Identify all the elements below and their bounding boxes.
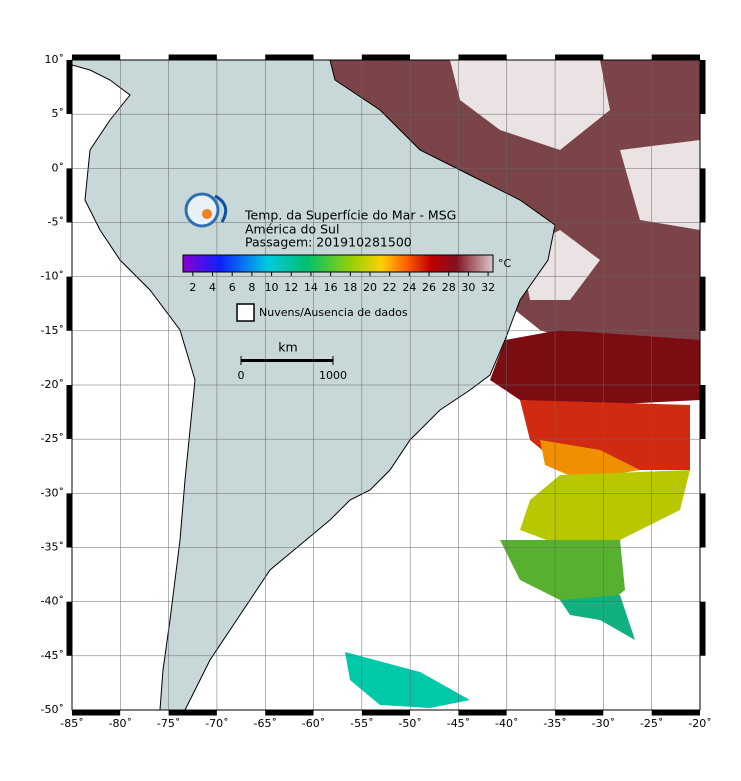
colorbar-tick-label: 24 (402, 281, 416, 294)
sst-warm (330, 60, 700, 350)
scale-label: 0 (238, 369, 245, 382)
y-tick-label: -15˚ (41, 324, 64, 337)
x-tick-label: -30˚ (592, 717, 615, 730)
colorbar-tick-label: 28 (442, 281, 456, 294)
colorbar-tick-label: 32 (481, 281, 495, 294)
region: América do Sul (245, 222, 339, 237)
y-tick-label: -30˚ (41, 486, 64, 499)
graticule (72, 60, 700, 710)
x-tick-label: -80˚ (109, 717, 132, 730)
scale-unit: km (278, 340, 297, 355)
colorbar-tick-label: 8 (248, 281, 255, 294)
colorbar-unit: °C (498, 257, 512, 270)
x-tick-label: -55˚ (350, 717, 373, 730)
title: Temp. da Superfície do Mar - MSG (244, 208, 456, 223)
y-tick-label: -40˚ (41, 595, 64, 608)
map-area (72, 60, 700, 710)
x-tick-label: -40˚ (495, 717, 518, 730)
legend-label: Nuvens/Ausencia de dados (259, 306, 408, 319)
sst-orange (540, 440, 640, 480)
colorbar-tick-label: 20 (363, 281, 377, 294)
y-tick-label: -50˚ (41, 703, 64, 716)
x-tick-label: -45˚ (447, 717, 470, 730)
x-tick-label: -60˚ (302, 717, 325, 730)
y-tick-label: 10˚ (45, 53, 65, 66)
scale-label: 1000 (319, 369, 347, 382)
colorbar-tick-label: 14 (304, 281, 318, 294)
y-tick-label: -5˚ (48, 216, 64, 229)
sst-yellow (520, 470, 690, 545)
sst-teal (560, 595, 635, 640)
x-tick-label: -65˚ (253, 717, 276, 730)
sst-green (500, 540, 625, 610)
y-tick-label: -10˚ (41, 270, 64, 283)
sst-cyan (345, 652, 470, 708)
legend-swatch (236, 303, 255, 322)
x-tick-label: -75˚ (157, 717, 180, 730)
colorbar-tick-label: 4 (209, 281, 216, 294)
y-tick-label: 0˚ (52, 161, 65, 174)
colorbar-tick-label: 22 (383, 281, 397, 294)
pass-time: Passagem: 201910281500 (245, 235, 412, 250)
y-tick-label: 5˚ (52, 107, 65, 120)
x-tick-label: -85˚ (60, 717, 83, 730)
x-tick-label: -20˚ (688, 717, 711, 730)
y-tick-label: -45˚ (41, 649, 64, 662)
sst-cloud (450, 60, 700, 300)
x-tick-label: -50˚ (398, 717, 421, 730)
colorbar-tick-label: 6 (229, 281, 236, 294)
scale-bar-body (241, 359, 333, 362)
x-tick-label: -35˚ (543, 717, 566, 730)
y-tick-label: -20˚ (41, 378, 64, 391)
y-tick-label: -35˚ (41, 541, 64, 554)
colorbar-tick-label: 12 (284, 281, 298, 294)
map-frame (71, 59, 701, 711)
y-tick-label: -25˚ (41, 432, 64, 445)
colorbar (182, 254, 494, 273)
scale-bar: 0 1000 (238, 356, 347, 382)
colorbar-tick-label: 26 (422, 281, 436, 294)
x-tick-label: -25˚ (640, 717, 663, 730)
sst-maroon (490, 330, 700, 405)
colorbar-tick-label: 30 (461, 281, 475, 294)
inpe-logo (184, 192, 228, 228)
colorbar-tick-label: 10 (265, 281, 279, 294)
colorbar-tick-label: 2 (189, 281, 196, 294)
x-tick-label: -70˚ (205, 717, 228, 730)
colorbar-tick-label: 16 (324, 281, 338, 294)
colorbar-tick-label: 18 (343, 281, 357, 294)
